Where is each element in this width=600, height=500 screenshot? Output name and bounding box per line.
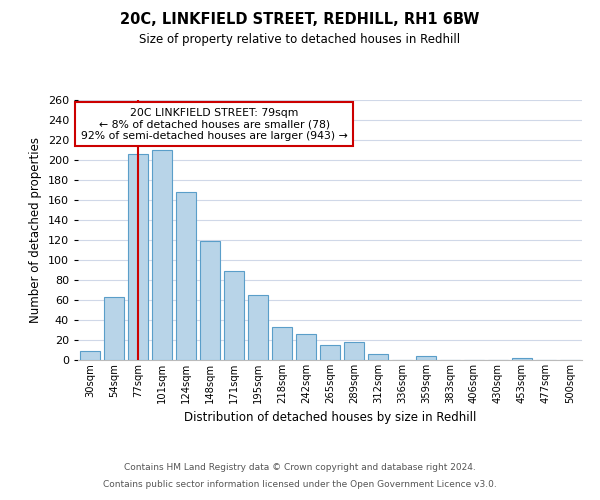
Bar — [224, 271, 244, 360]
Bar — [128, 154, 148, 360]
Bar — [272, 327, 292, 360]
Bar — [296, 334, 316, 360]
Bar — [416, 356, 436, 360]
Text: 20C LINKFIELD STREET: 79sqm
← 8% of detached houses are smaller (78)
92% of semi: 20C LINKFIELD STREET: 79sqm ← 8% of deta… — [81, 108, 347, 141]
X-axis label: Distribution of detached houses by size in Redhill: Distribution of detached houses by size … — [184, 412, 476, 424]
Text: Size of property relative to detached houses in Redhill: Size of property relative to detached ho… — [139, 32, 461, 46]
Text: Contains HM Land Registry data © Crown copyright and database right 2024.: Contains HM Land Registry data © Crown c… — [124, 464, 476, 472]
Text: 20C, LINKFIELD STREET, REDHILL, RH1 6BW: 20C, LINKFIELD STREET, REDHILL, RH1 6BW — [121, 12, 479, 28]
Bar — [152, 150, 172, 360]
Bar — [320, 345, 340, 360]
Bar — [344, 342, 364, 360]
Bar — [176, 192, 196, 360]
Bar — [80, 351, 100, 360]
Bar — [368, 354, 388, 360]
Bar — [248, 295, 268, 360]
Bar — [512, 358, 532, 360]
Bar — [104, 297, 124, 360]
Y-axis label: Number of detached properties: Number of detached properties — [29, 137, 42, 323]
Text: Contains public sector information licensed under the Open Government Licence v3: Contains public sector information licen… — [103, 480, 497, 489]
Bar — [200, 241, 220, 360]
